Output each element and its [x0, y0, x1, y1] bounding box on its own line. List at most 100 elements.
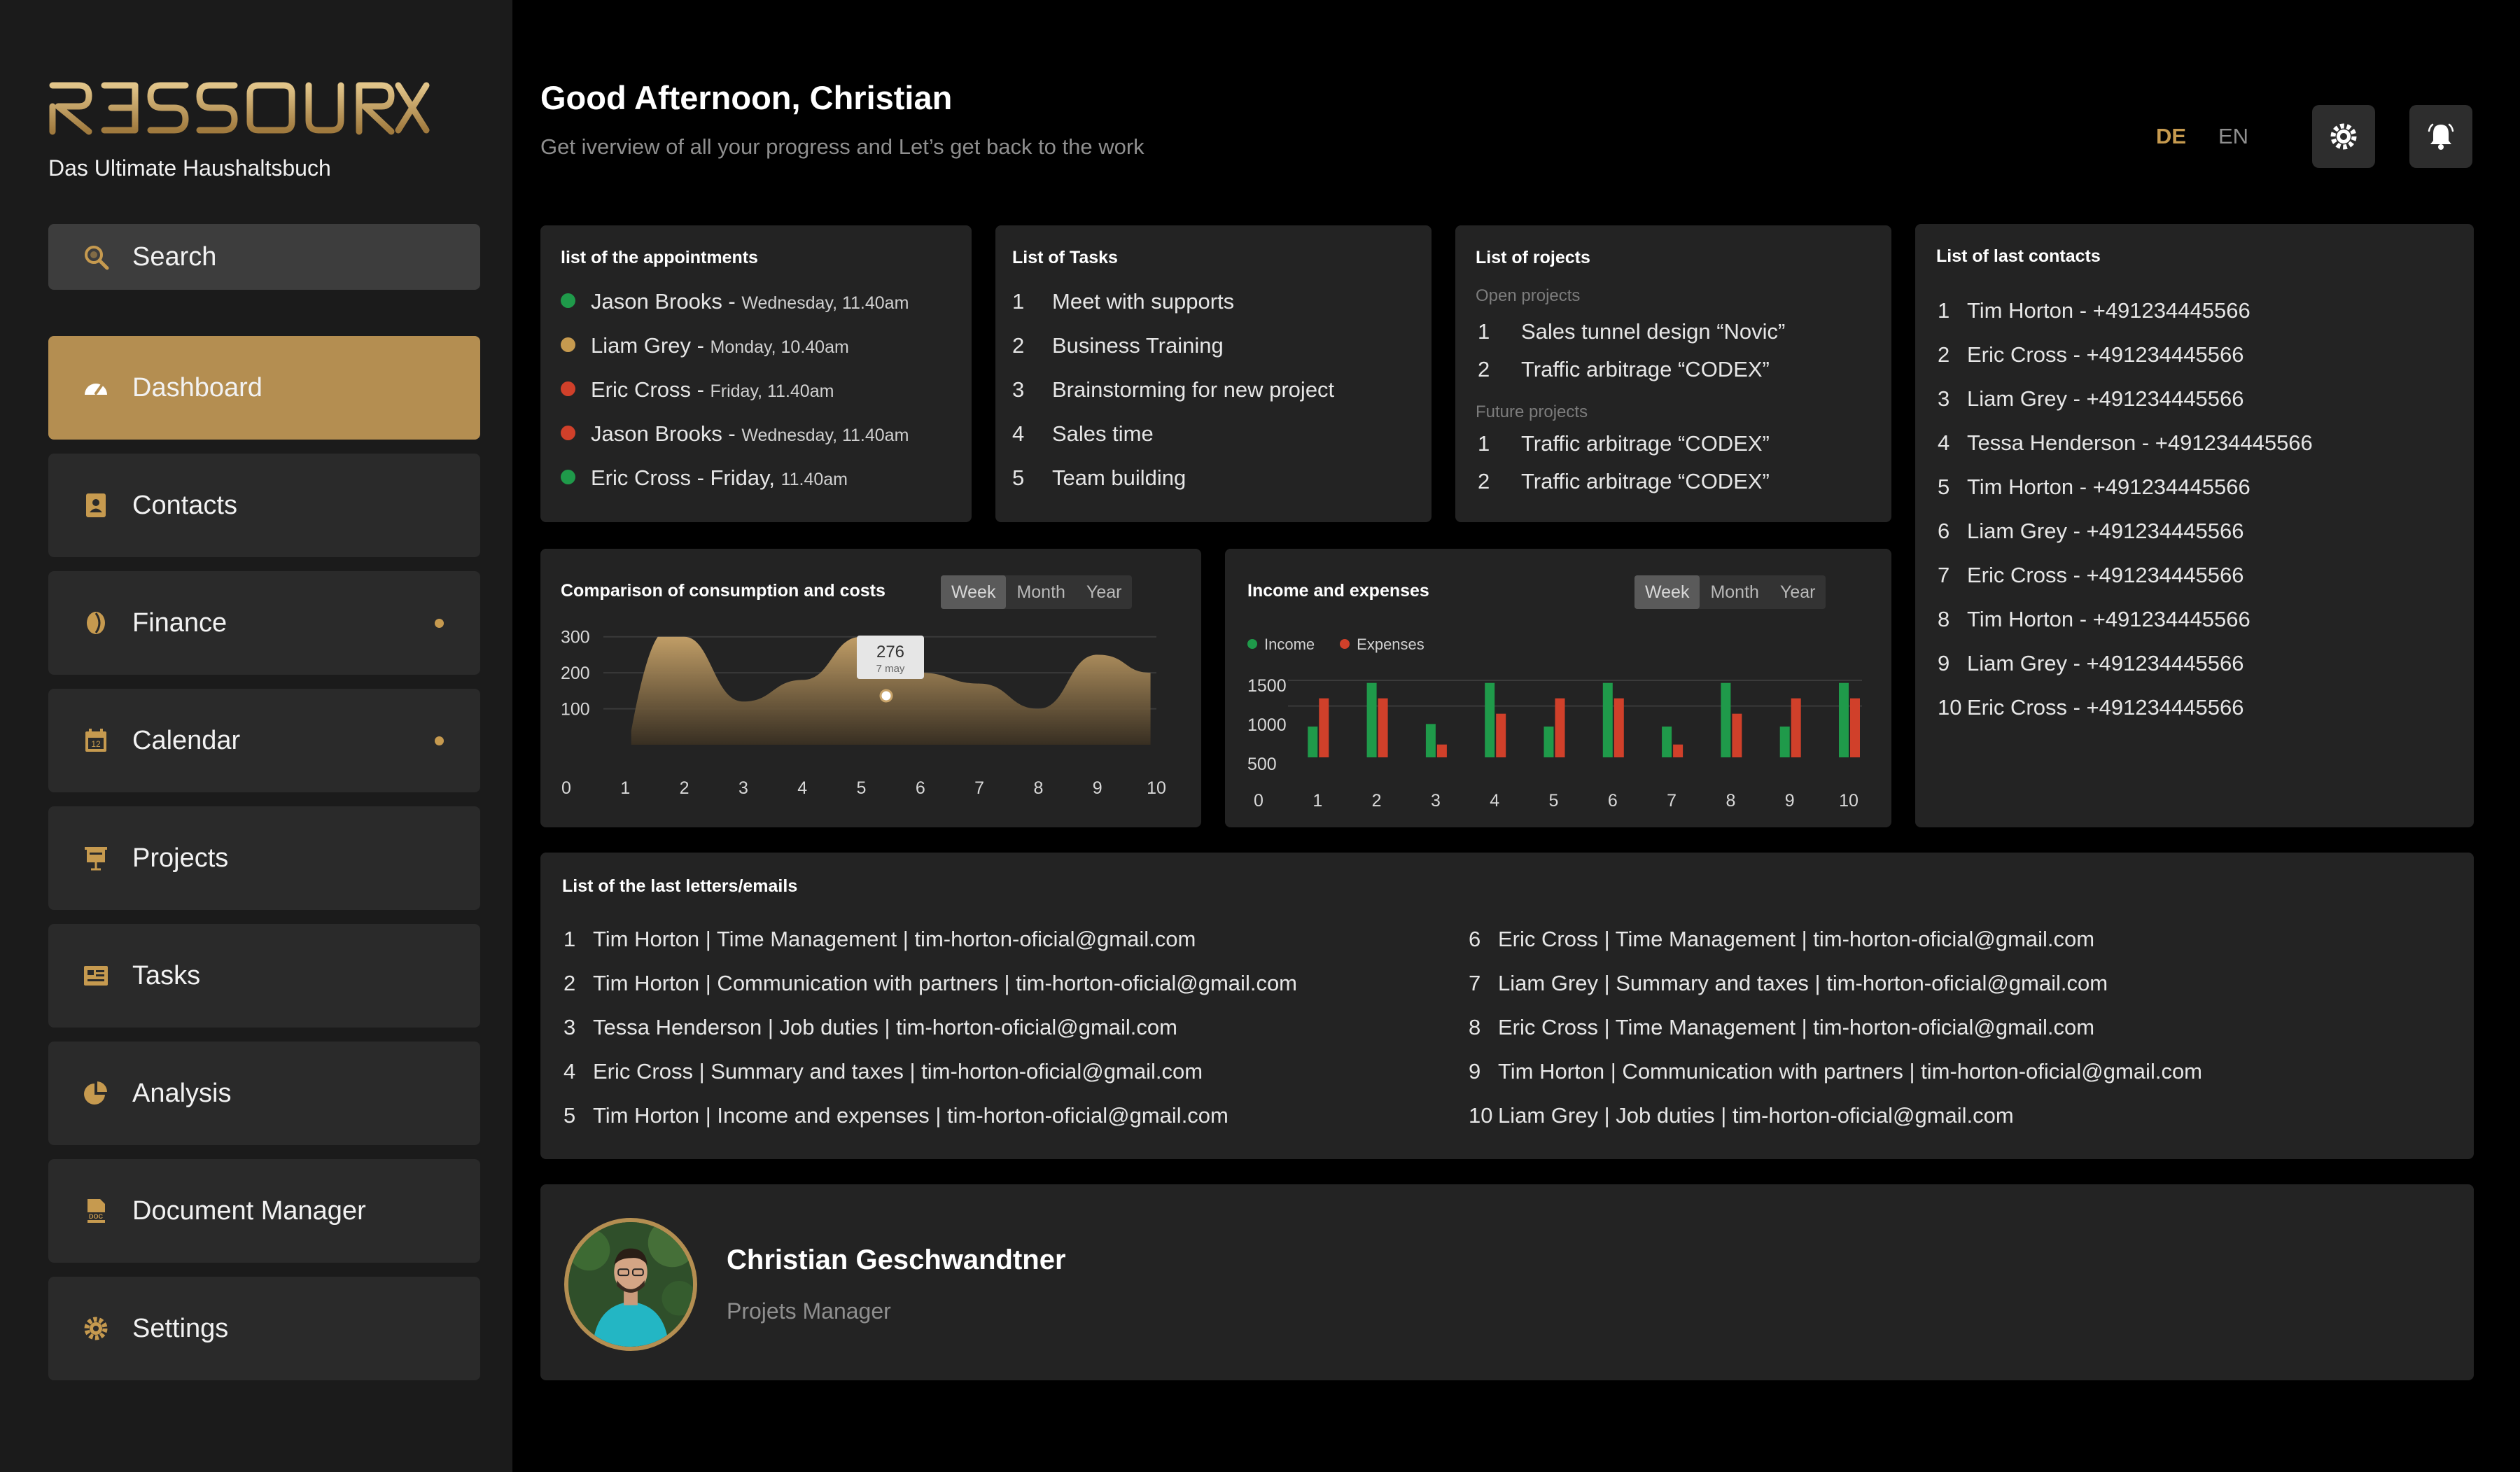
- bar-income[interactable]: [1544, 727, 1554, 757]
- list-item-number: 1: [1012, 289, 1025, 314]
- list-item[interactable]: 3 Liam Grey - +491234445566: [1938, 386, 2244, 412]
- list-item[interactable]: 9 Liam Grey - +491234445566: [1938, 651, 2244, 676]
- bar-expenses[interactable]: [1496, 713, 1506, 757]
- bar-income[interactable]: [1366, 682, 1377, 757]
- consumption-area-chart: 100 200 300 0 1 2 3 4 5 6 7 8 9 10 276 7 may: [561, 628, 1166, 798]
- x-tick-label: 5: [857, 778, 867, 798]
- sidebar-item-projects[interactable]: Projects: [48, 806, 480, 910]
- bar-expenses[interactable]: [1673, 744, 1684, 757]
- appointment-item[interactable]: Jason Brooks - Wednesday, 11.40am: [561, 289, 909, 314]
- sidebar-item-tasks[interactable]: Tasks: [48, 924, 480, 1028]
- bar-expenses[interactable]: [1555, 698, 1565, 757]
- x-tick-label: 5: [1549, 791, 1559, 811]
- list-item[interactable]: 5 Team building: [1012, 465, 1186, 491]
- list-item[interactable]: 2 Eric Cross - +491234445566: [1938, 342, 2244, 367]
- email-item[interactable]: 8 Eric Cross | Time Management | tim-hort…: [1469, 1015, 2094, 1040]
- language-en-toggle[interactable]: EN: [2218, 124, 2249, 148]
- list-item[interactable]: 4 Tessa Henderson - +491234445566: [1938, 430, 2313, 456]
- email-item[interactable]: 7 Liam Grey | Summary and taxes | tim-hor…: [1469, 971, 2108, 996]
- list-item-number: 2: [1478, 469, 1490, 493]
- bar-income[interactable]: [1721, 682, 1731, 757]
- ressourx-logo[interactable]: [48, 77, 430, 136]
- sidebar-item-settings[interactable]: Settings: [48, 1277, 480, 1380]
- tab-month[interactable]: Month: [1016, 582, 1065, 602]
- appointment-item[interactable]: Jason Brooks - Wednesday, 11.40am: [561, 421, 909, 447]
- bar-income[interactable]: [1662, 727, 1672, 757]
- list-item-label: Eric Cross - +491234445566: [1967, 563, 2244, 587]
- sidebar-item-contacts[interactable]: Contacts: [48, 454, 480, 557]
- bar-expenses[interactable]: [1791, 698, 1801, 757]
- appointment-item[interactable]: Liam Grey - Monday, 10.40am: [561, 333, 849, 358]
- tab-year[interactable]: Year: [1779, 582, 1816, 602]
- list-item[interactable]: 5 Tim Horton - +491234445566: [1938, 475, 2250, 500]
- list-item[interactable]: 1 Meet with supports: [1012, 289, 1234, 314]
- list-item-number: 3: [564, 1015, 576, 1039]
- email-item[interactable]: 4 Eric Cross | Summary and taxes | tim-ho…: [564, 1059, 1203, 1084]
- list-item-label: Business Training: [1052, 333, 1224, 358]
- bar-income[interactable]: [1308, 727, 1318, 757]
- list-item-label: Tim Horton - +491234445566: [1967, 298, 2250, 323]
- email-item[interactable]: 2 Tim Horton | Communication with partner…: [564, 971, 1297, 996]
- highlight-point[interactable]: [879, 689, 893, 703]
- appointment-item[interactable]: Eric Cross - Friday, 11.40am: [561, 377, 834, 402]
- appointment-item[interactable]: Eric Cross - Friday, 11.40am: [561, 465, 848, 491]
- bar-income[interactable]: [1602, 682, 1613, 757]
- x-tick-label: 0: [561, 778, 571, 798]
- list-item[interactable]: 2 Traffic arbitrage “CODEX”: [1478, 357, 1770, 382]
- sidebar-item-analysis[interactable]: Analysis: [48, 1042, 480, 1145]
- sidebar-item-label: Finance: [132, 608, 227, 638]
- bar-expenses[interactable]: [1319, 698, 1329, 757]
- list-item[interactable]: 3 Brainstorming for new project: [1012, 377, 1334, 402]
- settings-button[interactable]: [2312, 105, 2375, 168]
- list-item[interactable]: 4 Sales time: [1012, 421, 1154, 447]
- coin-icon: [82, 609, 110, 637]
- profile-name: Christian Geschwandtner: [727, 1245, 1066, 1275]
- list-item-label: Eric Cross | Time Management | tim-horto…: [1498, 927, 2095, 951]
- sidebar-item-calendar[interactable]: 12 Calendar: [48, 689, 480, 792]
- email-item[interactable]: 1 Tim Horton | Time Management | tim-hort…: [564, 927, 1196, 952]
- x-tick-label: 1: [620, 778, 630, 798]
- bar-expenses[interactable]: [1850, 698, 1860, 757]
- language-de-toggle[interactable]: DE: [2156, 124, 2187, 148]
- list-item[interactable]: 1 Traffic arbitrage “CODEX”: [1478, 431, 1770, 456]
- bar-expenses[interactable]: [1614, 698, 1624, 757]
- list-item-number: 2: [1938, 342, 1950, 367]
- list-item[interactable]: 2 Traffic arbitrage “CODEX”: [1478, 469, 1770, 494]
- list-item[interactable]: 2 Business Training: [1012, 333, 1224, 358]
- list-item[interactable]: 7 Eric Cross - +491234445566: [1938, 563, 2244, 588]
- bar-income[interactable]: [1425, 724, 1436, 757]
- tab-month[interactable]: Month: [1710, 582, 1759, 602]
- bar-income[interactable]: [1779, 727, 1790, 757]
- bar-expenses[interactable]: [1732, 713, 1742, 757]
- search-input[interactable]: Search: [48, 224, 480, 290]
- email-item[interactable]: 6 Eric Cross | Time Management | tim-hort…: [1469, 927, 2094, 952]
- sidebar-item-label: Contacts: [132, 490, 237, 520]
- list-item-number: 2: [564, 971, 576, 995]
- email-item[interactable]: 9 Tim Horton | Communication with partner…: [1469, 1059, 2202, 1084]
- list-item[interactable]: 10 Eric Cross - +491234445566: [1938, 695, 2244, 720]
- bar-income[interactable]: [1485, 682, 1495, 757]
- sidebar-item-document-manager[interactable]: DOC Document Manager: [48, 1159, 480, 1263]
- bar-expenses[interactable]: [1436, 744, 1447, 757]
- sidebar-item-finance[interactable]: Finance: [48, 571, 480, 675]
- tab-week[interactable]: Week: [1634, 575, 1700, 609]
- email-item[interactable]: 5 Tim Horton | Income and expenses | tim-…: [564, 1103, 1228, 1128]
- email-item[interactable]: 3 Tessa Henderson | Job duties | tim-hort…: [564, 1015, 1177, 1040]
- list-item[interactable]: 1 Sales tunnel design “Novic”: [1478, 319, 1785, 344]
- tab-year[interactable]: Year: [1086, 582, 1122, 602]
- sidebar-item-dashboard[interactable]: Dashboard: [48, 336, 480, 440]
- bar-income[interactable]: [1839, 682, 1849, 757]
- tab-week[interactable]: Week: [941, 575, 1007, 609]
- notifications-button[interactable]: [2409, 105, 2472, 168]
- list-item-number: 4: [564, 1059, 576, 1084]
- contacts-card: List of last contacts 1 Tim Horton - +491…: [1915, 224, 2474, 827]
- bar-expenses[interactable]: [1378, 698, 1388, 757]
- email-item[interactable]: 10 Liam Grey | Job duties | tim-horton-of…: [1469, 1103, 2014, 1128]
- list-item-label: Brainstorming for new project: [1052, 377, 1335, 402]
- x-tick-label: 4: [1490, 791, 1499, 811]
- list-item-number: 10: [1938, 695, 1962, 720]
- avatar[interactable]: [564, 1218, 697, 1351]
- list-item[interactable]: 6 Liam Grey - +491234445566: [1938, 519, 2244, 544]
- list-item[interactable]: 1 Tim Horton - +491234445566: [1938, 298, 2250, 323]
- list-item[interactable]: 8 Tim Horton - +491234445566: [1938, 607, 2250, 632]
